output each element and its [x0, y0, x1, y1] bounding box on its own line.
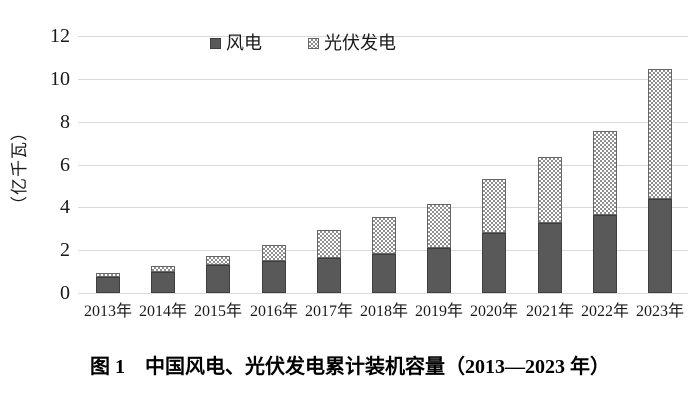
bar-segment-solar [96, 273, 120, 277]
legend-label-wind: 风电 [226, 33, 262, 53]
bar-segment-wind [262, 261, 286, 293]
gridline [78, 207, 688, 208]
y-tick-label: 10 [50, 68, 70, 90]
bar-segment-wind [593, 215, 617, 293]
bar-segment-solar [151, 266, 175, 272]
bar-segment-solar [262, 245, 286, 261]
x-axis-label: 2019年 [414, 303, 463, 320]
y-tick-label: 0 [60, 282, 70, 304]
wind-series-swatch-icon [210, 37, 221, 49]
x-axis-label: 2013年 [83, 303, 132, 320]
bar-segment-solar [482, 179, 506, 233]
bar-segment-solar [538, 157, 562, 223]
x-axis-label: 2017年 [304, 303, 353, 320]
bar-segment-wind [427, 248, 451, 293]
gridline [78, 122, 688, 123]
bar-segment-wind [206, 265, 230, 293]
x-axis-label: 2015年 [193, 303, 242, 320]
x-axis-label: 2020年 [469, 303, 518, 320]
y-tick-label: 8 [60, 111, 70, 133]
legend-item-wind: 风电 [210, 34, 262, 52]
gridline [78, 165, 688, 166]
y-tick-label: 2 [60, 239, 70, 261]
bar-segment-wind [96, 277, 120, 293]
bar-segment-solar [593, 131, 617, 215]
solar-series-swatch-icon [308, 37, 319, 49]
y-tick-label: 6 [60, 154, 70, 176]
x-axis-label: 2018年 [359, 303, 408, 320]
x-axis-label: 2021年 [525, 303, 574, 320]
gridline [78, 79, 688, 80]
y-tick-label: 4 [60, 196, 70, 218]
bar-segment-wind [482, 233, 506, 293]
bar-segment-solar [317, 230, 341, 258]
bar-segment-solar [206, 256, 230, 265]
x-axis-label: 2022年 [580, 303, 629, 320]
plot-area: 2013年 2014年 2015年 2016年 2017年 2018年 2019年 2020年… [78, 36, 688, 320]
figure-caption: 图 1 中国风电、光伏发电累计装机容量（2013—2023 年） [90, 356, 610, 378]
bar-segment-wind [648, 199, 672, 293]
x-axis-label: 2023年 [635, 303, 684, 320]
legend-item-solar: 光伏发电 [308, 34, 396, 52]
y-axis-title: （亿千瓦） [10, 123, 29, 213]
bar-segment-wind [317, 258, 341, 293]
x-axis-label: 2016年 [249, 303, 298, 320]
gridline [78, 36, 688, 37]
bar-segment-solar [648, 69, 672, 199]
x-axis-label: 2014年 [138, 303, 187, 320]
gridline [78, 293, 688, 294]
y-tick-label: 12 [50, 25, 70, 47]
bar-segment-wind [538, 223, 562, 293]
bar-segment-wind [372, 254, 396, 293]
legend-label-solar: 光伏发电 [324, 33, 396, 53]
bar-segment-wind [151, 272, 175, 293]
legend: 风电 光伏发电 [210, 34, 396, 52]
bar-segment-solar [427, 204, 451, 248]
bar-segment-solar [372, 217, 396, 254]
